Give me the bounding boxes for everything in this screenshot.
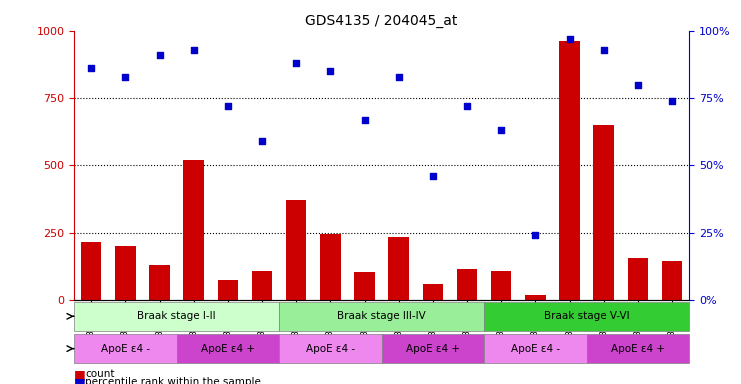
Text: Braak stage III-IV: Braak stage III-IV [337,311,426,321]
Text: ApoE ε4 +: ApoE ε4 + [201,344,255,354]
FancyBboxPatch shape [484,334,587,363]
Point [290,60,302,66]
Bar [184,160,204,300]
Point [393,73,405,79]
Point [564,36,576,42]
Point [495,127,507,134]
Text: ■: ■ [74,376,86,384]
Bar [354,272,375,300]
FancyBboxPatch shape [382,334,484,363]
Bar [115,246,136,300]
Point [529,232,541,238]
Bar [81,242,102,300]
Bar [559,41,579,300]
Point [325,68,336,74]
Bar [218,280,238,300]
Bar [662,261,682,300]
Text: ApoE ε4 -: ApoE ε4 - [306,344,355,354]
Bar [594,125,614,300]
Point [153,52,165,58]
Bar [491,270,511,300]
Point [85,65,97,71]
Bar [525,295,545,300]
Point [187,46,199,53]
FancyBboxPatch shape [74,302,279,331]
Point [119,73,131,79]
Text: ApoE ε4 +: ApoE ε4 + [611,344,665,354]
FancyBboxPatch shape [74,334,176,363]
FancyBboxPatch shape [279,302,484,331]
Point [222,103,234,109]
Bar [422,284,443,300]
Point [461,103,473,109]
Text: Braak stage I-II: Braak stage I-II [137,311,216,321]
Text: ApoE ε4 -: ApoE ε4 - [511,344,560,354]
Point [666,98,678,104]
Text: ApoE ε4 -: ApoE ε4 - [101,344,150,354]
Bar [252,270,272,300]
Point [427,173,439,179]
Bar [388,237,409,300]
FancyBboxPatch shape [587,334,689,363]
FancyBboxPatch shape [176,334,279,363]
Point [256,138,268,144]
Point [359,117,370,123]
FancyBboxPatch shape [279,334,382,363]
Bar [320,234,341,300]
Bar [628,258,648,300]
Text: Braak stage V-VI: Braak stage V-VI [544,311,629,321]
Text: ■: ■ [74,368,86,381]
Bar [286,200,307,300]
Title: GDS4135 / 204045_at: GDS4135 / 204045_at [305,14,458,28]
Point [632,81,644,88]
Text: count: count [85,369,115,379]
Text: percentile rank within the sample: percentile rank within the sample [85,377,261,384]
FancyBboxPatch shape [484,302,689,331]
Text: ApoE ε4 +: ApoE ε4 + [406,344,460,354]
Point [598,46,610,53]
Bar [456,269,477,300]
Bar [149,265,170,300]
